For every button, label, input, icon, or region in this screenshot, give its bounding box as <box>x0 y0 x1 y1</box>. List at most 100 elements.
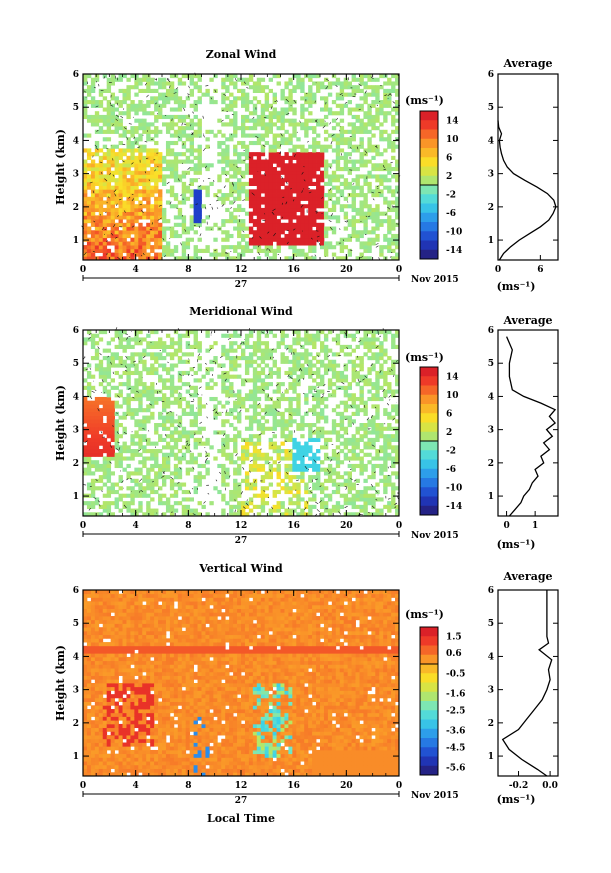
heatmap-cell <box>383 411 388 416</box>
heatmap-cell <box>256 512 262 517</box>
heatmap-cell <box>142 211 147 216</box>
heatmap-cell <box>169 226 175 231</box>
heatmap-cell <box>379 467 384 472</box>
heatmap-cell <box>83 426 88 431</box>
heatmap-cell <box>320 226 325 231</box>
heatmap-cell <box>138 241 143 246</box>
heatmap-cell <box>355 363 360 368</box>
heatmap-cell <box>90 174 96 179</box>
heatmap-cell <box>327 385 333 390</box>
heatmap-cell <box>114 385 119 390</box>
heatmap-cell <box>237 471 242 476</box>
heatmap-cell <box>379 85 384 90</box>
heatmap-cell <box>292 359 297 364</box>
heatmap-cell <box>260 489 266 495</box>
heatmap-cell <box>134 140 139 146</box>
heatmap-cell <box>106 103 112 108</box>
heatmap-cell <box>98 475 104 480</box>
heatmap-cell <box>205 512 210 517</box>
heatmap-cell <box>181 189 187 194</box>
heatmap-cell <box>323 396 329 402</box>
heatmap-cell <box>256 170 262 175</box>
heatmap-cell <box>118 478 123 483</box>
heatmap-cell <box>252 163 258 168</box>
heatmap-cell <box>387 423 392 428</box>
heatmap-cell <box>110 437 115 442</box>
heatmap-cell <box>367 475 372 480</box>
heatmap-cell <box>102 144 108 149</box>
heatmap-cell <box>316 337 321 342</box>
heatmap-cell <box>252 200 258 205</box>
heatmap-cell <box>233 393 238 398</box>
heatmap-cell <box>162 367 167 372</box>
heatmap-cell <box>106 512 112 517</box>
heatmap-cell <box>359 174 364 179</box>
heatmap-cell <box>248 77 254 82</box>
heatmap-cell <box>331 426 337 431</box>
heatmap-cell <box>126 508 131 513</box>
heatmap-cell <box>154 185 159 190</box>
heatmap-cell <box>359 189 364 194</box>
heatmap-cell <box>205 441 210 446</box>
heatmap-cell <box>339 504 345 509</box>
heatmap-cell <box>252 219 258 224</box>
heatmap-cell <box>363 248 368 253</box>
heatmap-cell <box>134 341 139 346</box>
heatmap-cell <box>110 215 115 220</box>
heatmap-cell <box>387 96 392 101</box>
heatmap-cell <box>375 222 380 227</box>
heatmap-cell <box>229 393 234 398</box>
heatmap-cell <box>110 178 115 183</box>
heatmap-cell <box>102 181 108 186</box>
heatmap-cell <box>308 159 313 164</box>
heatmap-cell <box>185 460 191 465</box>
heatmap-cell <box>98 126 104 131</box>
heatmap-cell <box>264 189 270 194</box>
heatmap-vertical <box>83 590 400 777</box>
heatmap-cell <box>225 370 230 376</box>
heatmap-cell <box>363 159 368 164</box>
heatmap-cell <box>241 508 246 513</box>
heatmap-cell <box>126 144 131 149</box>
heatmap-cell <box>355 493 360 498</box>
heatmap-cell <box>308 423 313 428</box>
heatmap-cell <box>86 764 92 769</box>
heatmap-cell <box>379 189 384 194</box>
heatmap-cell <box>102 426 108 431</box>
heatmap-cell <box>90 419 96 424</box>
heatmap-cell <box>165 163 171 168</box>
heatmap-cell <box>367 118 372 123</box>
colorbar-segment <box>420 404 438 414</box>
heatmap-cell <box>335 137 341 142</box>
heatmap-cell <box>312 126 317 131</box>
heatmap-cell <box>162 475 167 480</box>
heatmap-cell <box>221 441 226 446</box>
heatmap-cell <box>189 219 194 224</box>
heatmap-cell <box>327 111 333 116</box>
heatmap-cell <box>272 423 277 428</box>
heatmap-cell <box>118 237 123 242</box>
heatmap-cell <box>150 245 155 250</box>
heatmap-cell <box>154 103 159 108</box>
heatmap-cell <box>300 467 305 472</box>
heatmap-cell <box>300 114 305 120</box>
heatmap-cell <box>296 74 301 79</box>
heatmap-cell <box>142 167 147 172</box>
heatmap-cell <box>335 501 341 506</box>
heatmap-cell <box>98 155 104 160</box>
heatmap-cell <box>146 241 151 246</box>
heatmap-cell <box>280 107 285 112</box>
heatmap-cell <box>165 434 171 439</box>
heatmap-cell <box>272 248 277 253</box>
heatmap-cell <box>225 96 230 101</box>
heatmap-cell <box>272 256 277 261</box>
heatmap-cell <box>347 170 352 175</box>
heatmap-cell <box>185 159 191 164</box>
heatmap-cell <box>244 408 250 413</box>
heatmap-cell <box>395 408 400 413</box>
heatmap-cell <box>118 356 123 361</box>
heatmap-cell <box>106 356 112 361</box>
heatmap-cell <box>205 471 210 476</box>
heatmap-cell <box>110 230 115 235</box>
